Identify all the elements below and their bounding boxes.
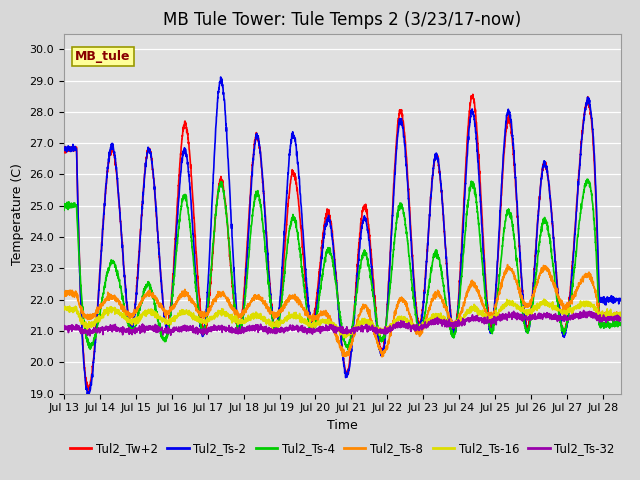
- Text: MB_tule: MB_tule: [75, 50, 131, 63]
- X-axis label: Time: Time: [327, 419, 358, 432]
- Title: MB Tule Tower: Tule Temps 2 (3/23/17-now): MB Tule Tower: Tule Temps 2 (3/23/17-now…: [163, 11, 522, 29]
- Legend: Tul2_Tw+2, Tul2_Ts-2, Tul2_Ts-4, Tul2_Ts-8, Tul2_Ts-16, Tul2_Ts-32: Tul2_Tw+2, Tul2_Ts-2, Tul2_Ts-4, Tul2_Ts…: [65, 437, 620, 460]
- Y-axis label: Temperature (C): Temperature (C): [11, 163, 24, 264]
